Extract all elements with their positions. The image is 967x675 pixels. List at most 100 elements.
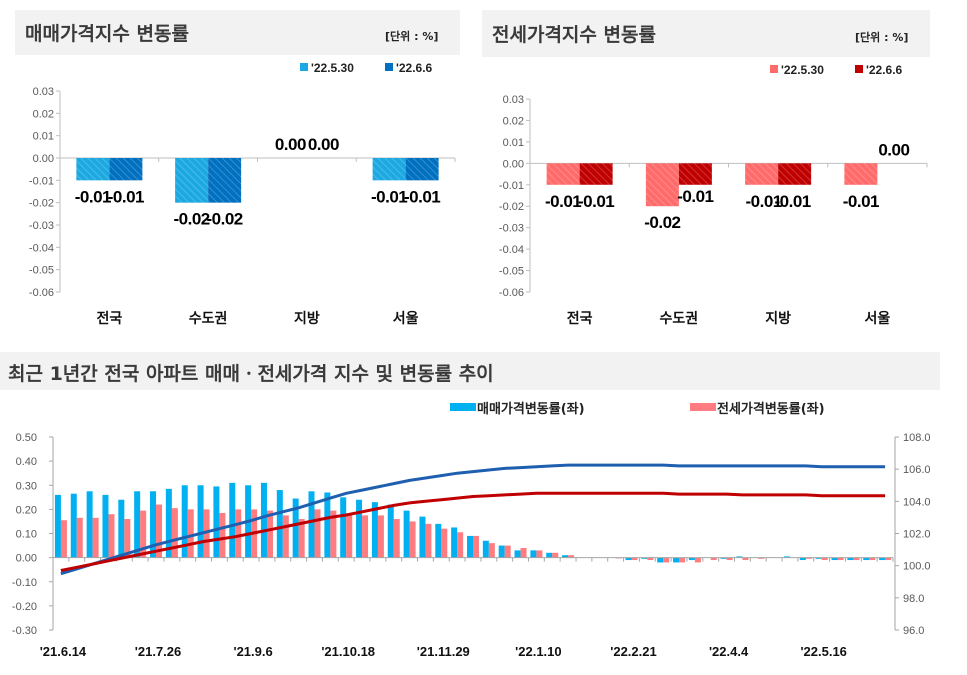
jeonse-rate-bar	[647, 557, 654, 561]
sale-rate-bar	[736, 556, 743, 558]
right-y-tick-label: 96.0	[903, 625, 924, 637]
sale-rate-bar	[530, 550, 537, 558]
right-y-tick-label: 108.0	[903, 432, 931, 444]
jeonse-rate-bar	[805, 557, 812, 559]
jeonse-rate-bar	[140, 510, 147, 558]
sale-rate-bar	[498, 545, 505, 558]
jeonse-rate-bar	[568, 555, 575, 558]
sale-rate-bar	[403, 510, 410, 558]
y-tick-label: -0.05	[29, 265, 54, 277]
jeonse-rate-bar	[60, 520, 67, 558]
jeonse-rate-bar	[203, 509, 210, 558]
bar-hatch	[372, 158, 406, 181]
data-label: -0.01	[746, 192, 782, 211]
sale-rate-bar	[625, 557, 632, 561]
sale-change-chart: 매매가격지수 변동률 [단위 : %] '22.5.30 '22.6.6 0.0…	[15, 10, 460, 327]
category-label: 수도권	[660, 311, 699, 327]
sale-rate-bar	[54, 494, 61, 558]
jeonse-rate-bar	[679, 557, 686, 563]
category-label: 지방	[294, 310, 320, 327]
left-y-tick-label: 0.00	[16, 553, 37, 565]
data-label: 0.00	[275, 135, 306, 154]
data-label: 0.00	[308, 135, 339, 154]
right-y-tick-label: 104.0	[903, 496, 931, 508]
data-label: -0.01	[545, 192, 581, 211]
sale-rate-bar	[514, 550, 521, 558]
jeonse-rate-bar	[314, 509, 321, 558]
legend-label-sale-rate: 매매가격변동률(좌)	[477, 401, 585, 417]
sale-rate-bar	[118, 499, 125, 558]
sale-rate-bar	[165, 488, 172, 558]
jeonse-rate-bar	[441, 528, 448, 558]
sale-rate-bar	[720, 557, 727, 559]
sale-chart-title: 매매가격지수 변동률	[25, 23, 189, 45]
jeonse-rate-bar	[330, 510, 337, 558]
y-tick-label: 0.00	[33, 153, 54, 165]
jeonse-rate-bar	[726, 557, 733, 561]
sale-rate-bar	[70, 493, 77, 558]
jeonse-rate-bar	[156, 504, 163, 558]
jeonse-rate-bar	[663, 557, 670, 563]
x-tick-label: '22.5.16	[800, 644, 846, 659]
sale-rate-bar	[641, 557, 648, 559]
jeonse-rate-bar	[266, 510, 273, 558]
sale-rate-bar	[879, 557, 886, 561]
jeonse-rate-bar	[837, 557, 844, 561]
right-y-tick-label: 100.0	[903, 561, 931, 573]
category-label: 지방	[765, 310, 791, 327]
sale-rate-bar	[831, 557, 838, 561]
x-tick-label: '21.11.29	[417, 644, 470, 659]
y-tick-label: -0.06	[29, 287, 54, 299]
y-tick-label: -0.05	[499, 266, 524, 278]
sale-rate-bar	[863, 557, 870, 561]
sale-rate-bar	[324, 492, 331, 558]
sale-rate-bar	[562, 555, 569, 558]
right-y-tick-label: 98.0	[903, 593, 924, 605]
jeonse-rate-bar	[821, 557, 828, 561]
left-y-tick-label: 0.10	[16, 529, 37, 541]
bar-hatch	[678, 163, 712, 185]
x-tick-label: '22.2.21	[610, 644, 656, 659]
jeonse-rate-bar	[362, 515, 369, 558]
bar-hatch	[76, 158, 110, 181]
category-label: 전국	[96, 310, 122, 327]
y-tick-label: 0.01	[33, 131, 54, 143]
y-tick-label: -0.06	[499, 287, 524, 299]
jeonse-rate-bar	[504, 545, 511, 558]
data-label: -0.02	[174, 210, 210, 229]
sale-rate-bar	[340, 497, 347, 558]
category-label: 서울	[864, 310, 890, 327]
legend-label-jeonse-0606: '22.6.6	[866, 63, 903, 77]
left-y-tick-label: 0.40	[16, 456, 37, 468]
y-tick-label: -0.02	[29, 198, 54, 210]
jeonse-rate-bar	[219, 512, 226, 558]
jeonse-rate-bar	[536, 550, 543, 558]
legend-swatch-jeonse-rate	[690, 403, 716, 411]
jeonse-rate-bar	[108, 514, 115, 558]
jeonse-rate-bar	[742, 557, 749, 561]
left-y-tick-label: -0.20	[12, 601, 37, 613]
jeonse-rate-bar	[92, 517, 99, 558]
sale-rate-bar	[482, 540, 489, 558]
sale-rate-bar	[783, 556, 790, 558]
jeonse-rate-bar	[853, 557, 860, 561]
sale-chart-unit: [단위 : %]	[385, 29, 438, 43]
x-tick-label: '21.10.18	[321, 644, 375, 659]
data-label: -0.01	[578, 192, 614, 211]
left-y-tick-label: -0.10	[12, 577, 37, 589]
sale-rate-bar	[419, 516, 426, 558]
sale-rate-bar	[260, 482, 267, 558]
sale-rate-bar	[435, 523, 442, 558]
y-tick-label: -0.02	[499, 201, 524, 213]
y-tick-label: -0.03	[499, 223, 524, 235]
left-y-tick-label: 0.30	[16, 480, 37, 492]
jeonse-rate-bar	[631, 557, 638, 561]
jeonse-rate-bar	[488, 543, 495, 558]
sale-rate-bar	[815, 557, 822, 559]
bar-hatch	[745, 163, 779, 185]
sale-rate-bar	[799, 557, 806, 561]
x-tick-label: '21.9.6	[233, 644, 272, 659]
jeonse-rate-bar	[425, 523, 432, 558]
jeonse-rate-bar	[552, 552, 559, 558]
